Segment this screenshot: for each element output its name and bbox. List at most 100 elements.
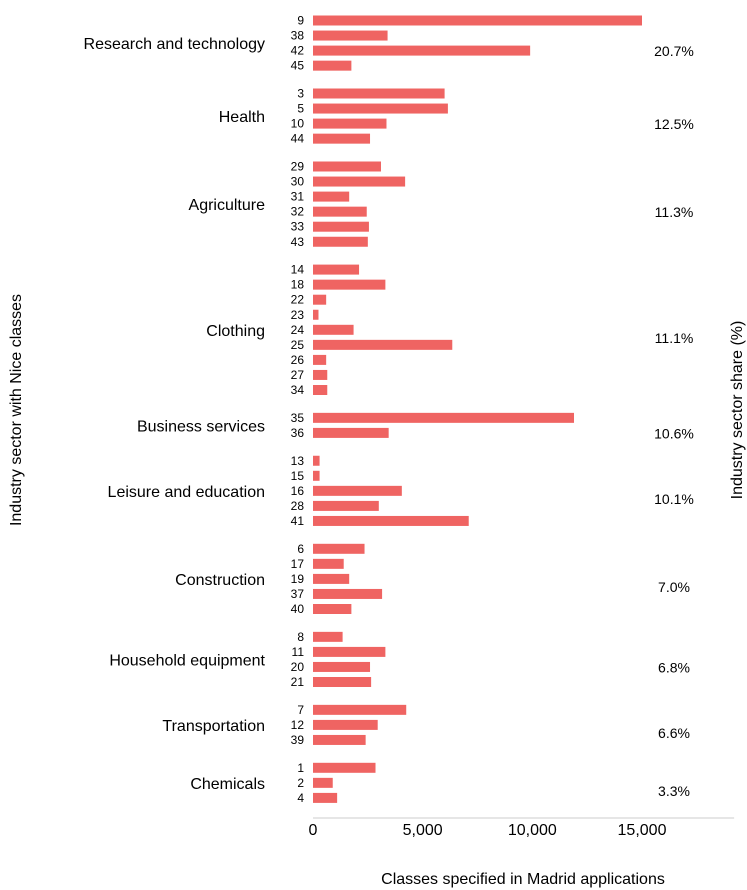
bar-class-30: [313, 176, 406, 187]
sector-share-label: 10.1%: [654, 491, 694, 507]
bar-class-45: [313, 60, 352, 71]
class-label-45: 45: [291, 59, 305, 73]
bar-class-12: [313, 719, 378, 730]
class-label-18: 18: [291, 278, 305, 292]
bar-class-24: [313, 324, 354, 335]
class-label-41: 41: [291, 514, 305, 528]
sector-label: Research and technology: [84, 36, 265, 53]
y-axis-title: Industry sector with Nice classes: [8, 294, 25, 526]
class-label-25: 25: [291, 338, 305, 352]
bar-class-3: [313, 88, 445, 99]
sector-label: Chemicals: [190, 776, 265, 793]
bar-class-29: [313, 161, 381, 172]
bar-class-16: [313, 485, 402, 496]
x-tick-label: 5,000: [403, 822, 443, 839]
sector-share-label: 6.8%: [658, 659, 690, 675]
class-label-17: 17: [291, 557, 305, 571]
class-label-10: 10: [291, 117, 305, 131]
bar-class-18: [313, 279, 386, 290]
class-label-26: 26: [291, 353, 305, 367]
bar-class-20: [313, 661, 371, 672]
class-label-42: 42: [291, 44, 305, 58]
class-label-28: 28: [291, 499, 305, 513]
bar-class-8: [313, 631, 343, 642]
sector-label: Transportation: [162, 718, 265, 735]
class-label-36: 36: [291, 426, 305, 440]
class-label-16: 16: [291, 484, 305, 498]
class-label-1: 1: [297, 761, 304, 775]
bar-class-2: [313, 777, 333, 788]
class-label-13: 13: [291, 454, 305, 468]
bar-class-23: [313, 309, 319, 320]
bar-class-31: [313, 191, 350, 202]
bar-class-35: [313, 412, 575, 423]
sector-label: Agriculture: [189, 197, 266, 214]
bar-class-28: [313, 500, 379, 511]
bar-class-42: [313, 45, 531, 56]
sector-label: Construction: [175, 572, 265, 589]
class-label-8: 8: [297, 630, 304, 644]
class-label-15: 15: [291, 469, 305, 483]
bar-class-39: [313, 734, 366, 745]
sector-label: Clothing: [206, 323, 265, 340]
class-label-32: 32: [291, 205, 305, 219]
class-label-9: 9: [297, 14, 304, 28]
bar-class-7: [313, 704, 407, 715]
bar-class-34: [313, 385, 328, 395]
class-label-19: 19: [291, 572, 305, 586]
bar-class-4: [313, 792, 338, 803]
bar-class-22: [313, 294, 327, 305]
class-label-43: 43: [291, 235, 305, 249]
bar-class-1: [313, 762, 376, 773]
bar-class-26: [313, 354, 327, 365]
class-label-4: 4: [297, 791, 304, 805]
bar-class-27: [313, 369, 328, 380]
class-label-39: 39: [291, 733, 305, 747]
class-label-3: 3: [297, 87, 304, 101]
bar-class-21: [313, 677, 372, 687]
sector-share-label: 11.3%: [655, 204, 694, 220]
class-label-37: 37: [291, 587, 305, 601]
class-label-27: 27: [291, 368, 305, 382]
class-label-21: 21: [291, 675, 305, 689]
x-tick-label: 15,000: [618, 822, 667, 839]
sector-label: Household equipment: [109, 652, 265, 669]
sector-share-label: 6.6%: [658, 725, 690, 741]
bar-class-43: [313, 236, 368, 247]
sector-share-label: 10.6%: [654, 425, 694, 441]
bar-class-13: [313, 455, 320, 466]
bar-class-40: [313, 604, 352, 614]
sector-share-label: 20.7%: [654, 43, 694, 59]
x-axis: 0 5,000 10,000 15,000: [309, 817, 735, 839]
bar-class-9: [313, 15, 642, 26]
class-label-38: 38: [291, 29, 305, 43]
bar-class-25: [313, 339, 453, 350]
class-label-6: 6: [297, 542, 304, 556]
bar-class-5: [313, 103, 448, 114]
bar-class-17: [313, 558, 344, 569]
bar-class-14: [313, 264, 360, 275]
class-label-40: 40: [291, 602, 305, 616]
class-label-20: 20: [291, 660, 305, 674]
x-tick-label: 10,000: [508, 822, 557, 839]
class-label-35: 35: [291, 411, 305, 425]
bar-class-32: [313, 206, 367, 217]
bar-class-44: [313, 133, 371, 144]
bar-class-38: [313, 30, 388, 41]
sector-label: Leisure and education: [108, 484, 265, 501]
class-label-14: 14: [291, 263, 305, 277]
x-tick-label: 0: [309, 822, 318, 839]
bar-class-6: [313, 543, 365, 554]
class-label-30: 30: [291, 175, 305, 189]
bar-class-10: [313, 118, 387, 129]
sector-share-label: 7.0%: [658, 579, 690, 595]
bar-class-37: [313, 588, 383, 599]
bar-class-41: [313, 515, 469, 526]
class-label-12: 12: [291, 718, 305, 732]
class-label-11: 11: [292, 645, 305, 659]
x-axis-title: Classes specified in Madrid applications: [381, 871, 665, 888]
secondary-y-axis-title: Industry sector share (%): [729, 321, 746, 500]
bar-class-19: [313, 573, 350, 584]
bar-class-15: [313, 470, 320, 481]
